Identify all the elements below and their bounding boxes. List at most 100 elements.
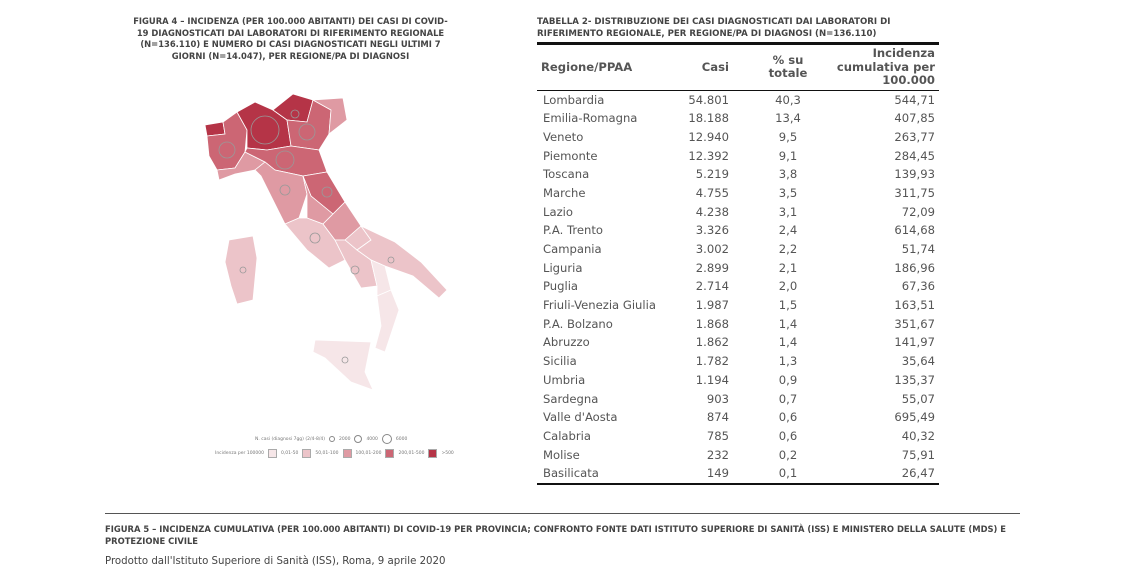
cell-incidence: 135,37 [894, 372, 935, 387]
cell-cases: 149 [706, 466, 729, 481]
swatch [342, 449, 352, 458]
legend-incidence-label: Incidenza per 100000 [215, 451, 265, 456]
table-row: Valle d'Aosta 874 0,6 695,49 [537, 408, 939, 427]
legend-item: 200,01-500 [398, 451, 425, 456]
cell-incidence: 311,75 [894, 185, 935, 200]
table-row: Toscana 5.219 3,8 139,93 [537, 165, 939, 184]
cell-incidence: 163,51 [894, 298, 935, 313]
header-percent: % su totale [768, 52, 808, 81]
cell-incidence: 614,68 [894, 223, 935, 238]
cell-incidence: 75,91 [901, 447, 935, 462]
cell-cases: 874 [706, 410, 729, 425]
cell-region: Liguria [543, 260, 583, 275]
cell-cases: 3.326 [695, 223, 729, 238]
cell-percent: 3,8 [778, 167, 798, 182]
cell-percent: 0,9 [778, 372, 798, 387]
cell-cases: 12.940 [688, 129, 729, 144]
region-piemonte [206, 111, 248, 171]
table-row: Lazio 4.238 3,1 72,09 [537, 203, 939, 222]
table-row: Molise 232 0,2 75,91 [537, 446, 939, 465]
cell-incidence: 186,96 [894, 260, 935, 275]
header-incidence: Incidenza cumulativa per 100.000 [836, 46, 935, 87]
cell-incidence: 40,32 [901, 428, 935, 443]
table-row: Umbria 1.194 0,9 135,37 [537, 371, 939, 390]
cell-incidence: 139,93 [894, 167, 935, 182]
legend-case-value: 6000 [395, 436, 408, 442]
cell-cases: 18.188 [688, 111, 729, 126]
cell-cases: 5.219 [695, 167, 729, 182]
cell-percent: 3,1 [778, 204, 798, 219]
cell-incidence: 72,09 [901, 204, 935, 219]
cell-region: Marche [543, 185, 586, 200]
legend-case-value: 4000 [366, 436, 378, 442]
legend-cases-label: N. casi (diagnosi 7gg) (2/4-8/4) [255, 436, 325, 442]
cell-region: P.A. Trento [543, 223, 603, 238]
cell-incidence: 284,45 [894, 148, 935, 163]
table-row: Sardegna 903 0,7 55,07 [537, 390, 939, 409]
cell-percent: 13,4 [775, 111, 801, 126]
circle-icon [354, 435, 363, 443]
cell-percent: 2,0 [778, 279, 798, 294]
cell-percent: 2,2 [778, 242, 798, 256]
cell-cases: 1.987 [695, 298, 729, 313]
legend-item: 50,01-100 [315, 451, 339, 456]
case-circles [218, 109, 395, 364]
table-row: Emilia-Romagna 18.188 13,4 407,85 [537, 109, 939, 128]
cell-percent: 0,6 [778, 410, 798, 425]
table-row: Friuli-Venezia Giulia 1.987 1,5 163,51 [537, 296, 939, 315]
swatch [428, 449, 438, 458]
region-friuli [311, 97, 348, 135]
cell-incidence: 141,97 [894, 335, 935, 350]
cell-incidence: 544,71 [894, 92, 935, 107]
cell-percent: 1,5 [778, 298, 798, 313]
cell-region: Umbria [543, 372, 586, 387]
cell-region: Friuli-Venezia Giulia [543, 298, 656, 313]
cell-region: Toscana [543, 167, 590, 182]
cell-percent: 40,3 [775, 92, 801, 107]
cell-incidence: 351,67 [894, 316, 935, 331]
cell-percent: 1,4 [778, 316, 798, 331]
cell-cases: 1.868 [695, 316, 729, 331]
cell-region: Valle d'Aosta [543, 410, 618, 425]
cell-incidence: 26,47 [901, 466, 935, 481]
region-sicilia [312, 339, 374, 391]
circle-icon [381, 434, 392, 444]
cell-cases: 2.899 [695, 260, 729, 275]
table-row: Sicilia 1.782 1,3 35,64 [537, 352, 939, 371]
cell-percent: 2,1 [778, 260, 798, 275]
legend-item: 0,01-50 [281, 451, 299, 456]
cell-region: Emilia-Romagna [543, 111, 638, 126]
cell-percent: 0,6 [778, 428, 798, 443]
cell-cases: 1.782 [695, 354, 729, 369]
table-header: Regione/PPAA Casi % su totale Incidenza … [537, 43, 939, 90]
legend-incidence: Incidenza per 100000 0,01-50 50,01-100 1… [215, 449, 454, 458]
cell-incidence: 67,36 [901, 279, 935, 294]
region-valle-aosta [204, 121, 226, 137]
legend-item: >500 [441, 451, 454, 456]
cell-percent: 3,5 [778, 185, 798, 200]
cell-region: Basilicata [543, 466, 599, 481]
divider [105, 513, 1020, 514]
credit-line: Prodotto dall'Istituto Superiore di Sani… [105, 556, 446, 567]
cell-cases: 4.755 [695, 185, 729, 200]
table-row: Lombardia 54.801 40,3 544,71 [537, 90, 939, 109]
swatch [385, 449, 395, 458]
cell-region: Campania [543, 242, 602, 256]
cell-cases: 54.801 [688, 92, 729, 107]
cell-incidence: 407,85 [894, 111, 935, 126]
cell-incidence: 695,49 [894, 410, 935, 425]
table-row: Calabria 785 0,6 40,32 [537, 427, 939, 446]
table-row: Basilicata 149 0,1 26,47 [537, 464, 939, 484]
cell-cases: 3.002 [695, 242, 729, 256]
cell-percent: 0,2 [778, 447, 798, 462]
header-cases: Casi [701, 59, 729, 74]
region-sardegna [224, 235, 258, 305]
cell-region: Abruzzo [543, 335, 590, 350]
cell-region: Sardegna [543, 391, 599, 406]
table-row: Liguria 2.899 2,1 186,96 [537, 259, 939, 278]
table-row: Puglia 2.714 2,0 67,36 [537, 277, 939, 296]
cell-incidence: 263,77 [894, 129, 935, 144]
cell-percent: 0,1 [778, 466, 798, 481]
cell-region: Lazio [543, 204, 573, 219]
cell-region: Puglia [543, 279, 579, 294]
